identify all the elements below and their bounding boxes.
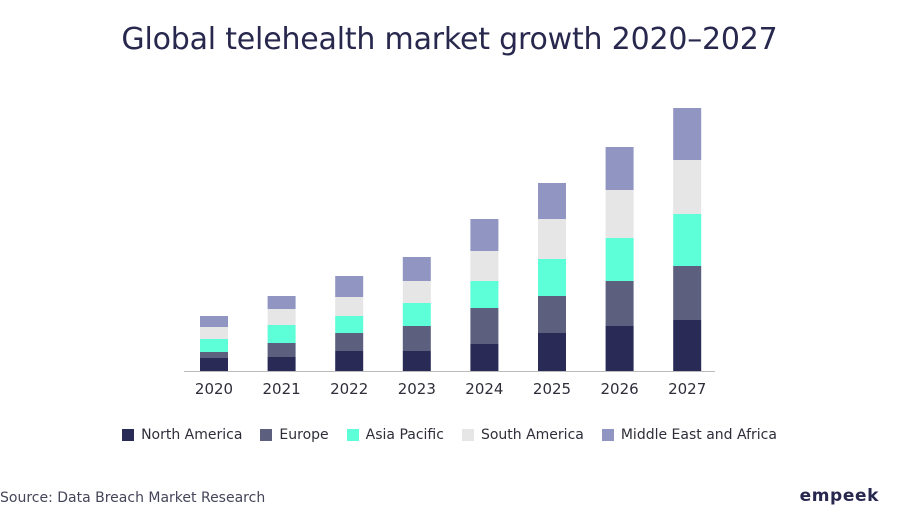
stacked-bar-chart: 2020 2021 2022 2023 2024 2025 2026 2027 [184, 108, 715, 398]
x-tick-label-2021: 2021 [263, 380, 301, 398]
legend-item-middle-east-and-africa: Middle East and Africa [601, 427, 777, 443]
bar-segment-north-america-2026 [605, 326, 634, 371]
bar-segment-south-america-2023 [402, 281, 431, 303]
x-tick-label-2020: 2020 [195, 380, 233, 398]
legend-label-middle-east-and-africa: Middle East and Africa [620, 427, 777, 443]
brand-logo: empeek [799, 486, 879, 506]
bar-segment-north-america-2021 [267, 357, 296, 371]
bar-segment-europe-2022 [335, 333, 364, 351]
bar-segment-asia-pacific-2022 [335, 316, 364, 333]
chart-title: Global telehealth market growth 2020–202… [121, 22, 778, 57]
bar-segment-north-america-2022 [335, 351, 364, 371]
bar-segment-asia-pacific-2025 [538, 259, 566, 296]
bar-segment-asia-pacific-2023 [402, 303, 431, 326]
bar-segment-middle-east-and-africa-2027 [673, 108, 702, 160]
legend-item-south-america: South America [461, 427, 584, 443]
bar-segment-asia-pacific-2024 [470, 281, 499, 308]
x-tick-label-2027: 2027 [668, 380, 706, 398]
bar-segment-europe-2020 [200, 352, 228, 358]
x-tick-label-2022: 2022 [330, 380, 368, 398]
x-tick-label-2026: 2026 [601, 380, 639, 398]
bar-segment-asia-pacific-2027 [673, 214, 702, 266]
bar-segment-middle-east-and-africa-2026 [605, 147, 634, 190]
bar-segment-south-america-2027 [673, 160, 702, 214]
legend-label-south-america: South America [480, 427, 584, 443]
bar-segment-europe-2026 [605, 281, 634, 326]
bar-segment-north-america-2025 [538, 333, 566, 371]
bar-segment-north-america-2023 [402, 351, 431, 371]
x-tick-label-2023: 2023 [398, 380, 436, 398]
bar-segment-middle-east-and-africa-2024 [470, 219, 499, 251]
legend-item-asia-pacific: Asia Pacific [346, 427, 444, 443]
bar-segment-europe-2027 [673, 266, 702, 320]
legend-swatch-europe [260, 429, 273, 441]
bar-segment-europe-2025 [538, 296, 566, 333]
bar-segment-middle-east-and-africa-2022 [335, 276, 364, 297]
source-note: Source: Data Breach Market Research [0, 490, 266, 506]
legend-swatch-asia-pacific [346, 429, 359, 441]
bar-segment-south-america-2020 [200, 327, 228, 339]
bar-segment-asia-pacific-2026 [605, 238, 634, 281]
bar-segment-europe-2024 [470, 308, 499, 344]
bar-segment-middle-east-and-africa-2020 [200, 316, 228, 327]
bar-segment-south-america-2021 [267, 309, 296, 325]
bar-segment-middle-east-and-africa-2021 [267, 296, 296, 309]
bar-segment-middle-east-and-africa-2023 [402, 257, 431, 281]
bar-segment-north-america-2020 [200, 358, 228, 371]
bar-segment-europe-2021 [267, 343, 296, 357]
bar-segment-middle-east-and-africa-2025 [538, 183, 566, 219]
legend-swatch-north-america [122, 429, 135, 441]
bar-segment-south-america-2024 [470, 251, 499, 281]
legend-label-asia-pacific: Asia Pacific [365, 427, 444, 443]
x-tick-labels: 2020 2021 2022 2023 2024 2025 2026 2027 [195, 380, 706, 398]
bar-segment-north-america-2024 [470, 344, 499, 371]
bar-segment-asia-pacific-2021 [267, 325, 296, 343]
legend-label-europe: Europe [279, 427, 329, 443]
legend-item-europe: Europe [260, 427, 329, 443]
bar-segment-europe-2023 [402, 326, 431, 351]
legend-swatch-middle-east-and-africa [601, 429, 614, 441]
x-tick-label-2025: 2025 [533, 380, 571, 398]
bar-segment-south-america-2022 [335, 297, 364, 316]
legend: North America Europe Asia Pacific South Ame… [0, 425, 899, 445]
bar-segment-south-america-2025 [538, 219, 566, 259]
bar-segment-south-america-2026 [605, 190, 634, 238]
legend-swatch-south-america [461, 429, 474, 441]
x-tick-label-2024: 2024 [465, 380, 503, 398]
bars-group [200, 108, 702, 371]
legend-label-north-america: North America [141, 427, 243, 443]
bar-segment-north-america-2027 [673, 320, 702, 371]
legend-item-north-america: North America [122, 427, 242, 443]
bar-segment-asia-pacific-2020 [200, 339, 228, 352]
